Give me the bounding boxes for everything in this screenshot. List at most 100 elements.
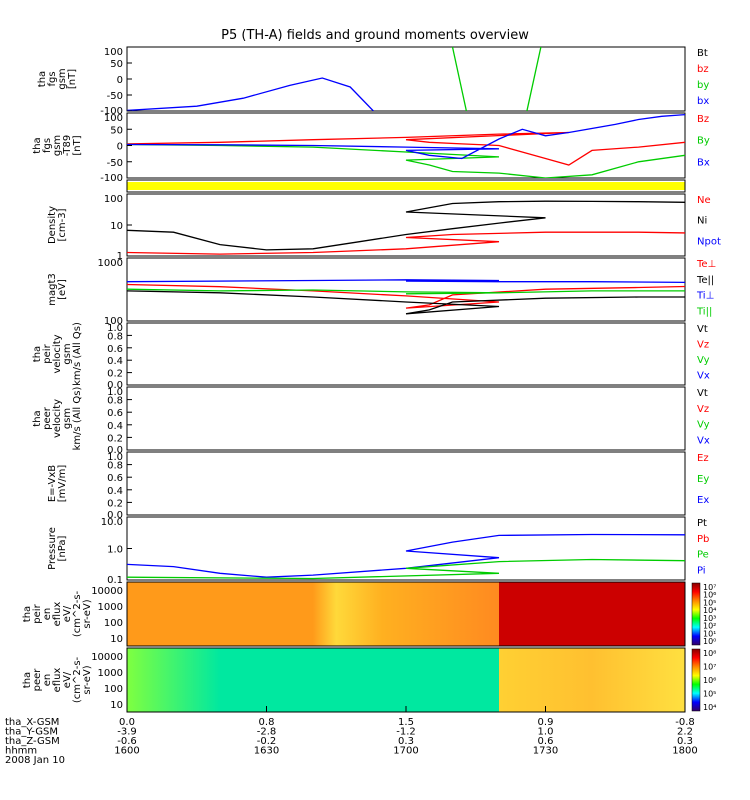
y-tick-label: 50	[110, 125, 123, 136]
panel-frame	[126, 386, 686, 451]
panel-flag	[126, 179, 686, 193]
legend-entry: Bz	[697, 114, 709, 125]
panel-efield: 1.00.80.6 0.40.20.0 E=-VxB [mV/m] Ez Ey Ex	[47, 451, 709, 521]
y-tick-label: 10000	[91, 586, 123, 597]
panel-temperature: 1000 100 magt3 [eV] Te⊥ Te|| Ti⊥ Ti||	[47, 257, 716, 327]
series-line	[127, 141, 685, 178]
legend-entry: bz	[697, 64, 709, 75]
colorbar-tick-label: 10⁴	[703, 703, 716, 712]
panel-ylabel: peer	[32, 668, 43, 692]
ephemeris-value: -2.8	[257, 727, 277, 738]
y-tick-label: 0.4	[107, 486, 123, 497]
legend-entry: Ti⊥	[696, 291, 714, 302]
legend-entry: By	[697, 136, 710, 147]
y-tick-label: 0.6	[107, 408, 123, 419]
flag-bar	[127, 182, 685, 190]
ephemeris-value: 0.3	[398, 736, 414, 747]
panel-ylabel: [nT]	[67, 69, 78, 89]
date-label: 2008 Jan 10	[5, 755, 65, 766]
panel-pressure: 10.0 1.0 0.1 Pressure [nPa] Pt Pb Pe Pi	[47, 516, 709, 586]
panel-ylabel: -T89	[62, 135, 73, 157]
colorbar-tick-label: 10¹	[703, 629, 716, 638]
panel-ylabel: sr-eV)	[82, 665, 93, 694]
y-tick-label: 0.1	[107, 575, 123, 586]
panel-ylabel: Pressure	[47, 527, 58, 570]
panel-ylabel: fgs	[47, 71, 58, 86]
y-tick-label: 0.6	[107, 344, 123, 355]
panel-ylabel: velocity	[52, 334, 63, 373]
y-tick-label: 0.6	[107, 473, 123, 484]
ephemeris-value: -0.6	[117, 736, 137, 747]
y-tick-label: -100	[100, 106, 123, 117]
panel-ylabel: tha	[22, 606, 33, 622]
y-tick-label: 0.2	[107, 433, 123, 444]
spectrogram-peir_en_eflux: 10000 1000 100 10 tha peir en eflux eV/(cm^2-s-s…	[22, 581, 716, 647]
ephemeris-value: 0.9	[538, 717, 554, 728]
panel-ylabel: en	[42, 674, 53, 687]
ephemeris-value: 1.5	[398, 717, 414, 728]
y-tick-label: 1.0	[107, 387, 123, 398]
panel-ylabel: E=-VxB	[47, 465, 58, 502]
y-tick-label: 100	[104, 194, 123, 205]
spectrogram-image	[127, 582, 685, 646]
colorbar-tick-label: 10⁶	[703, 591, 716, 600]
panel-ylabel: tha	[32, 346, 43, 362]
panel-ylabel: tha	[22, 672, 33, 688]
y-tick-label: 100	[104, 47, 123, 58]
legend-entry: Pe	[697, 550, 709, 561]
panel-ylabel: fgs	[42, 138, 53, 153]
y-tick-label: 1000	[98, 258, 123, 269]
legend-entry: Vt	[697, 388, 708, 399]
panel-ylabel: tha	[32, 137, 43, 153]
colorbar	[691, 582, 701, 646]
legend-entry: Ni	[697, 216, 707, 227]
y-tick-label: 10	[110, 634, 123, 645]
panel-frame	[126, 581, 686, 647]
series-line	[127, 279, 685, 284]
legend-entry: Te⊥	[696, 259, 716, 270]
panel-ylabel: gsm	[62, 408, 73, 429]
legend-entry: Pt	[697, 518, 707, 529]
panel-frame	[126, 193, 686, 257]
panel-ylabel: tha	[32, 410, 43, 426]
legend-entry: Bt	[697, 48, 708, 59]
panel-frame	[126, 179, 686, 193]
series-line	[526, 47, 542, 111]
panel-ylabel: gsm	[57, 68, 68, 89]
ephemeris-label: tha_Z-GSM	[5, 736, 60, 747]
panel-ylabel: km/s (All Qs)	[72, 322, 83, 386]
legend-entry: Te||	[696, 275, 714, 286]
series-line	[127, 131, 685, 166]
ephemeris-value: 1800	[672, 746, 697, 757]
ephemeris-value: 1630	[254, 746, 279, 757]
ephemeris-value: 1730	[533, 746, 558, 757]
panel-frame	[126, 516, 686, 581]
series-line	[451, 47, 468, 111]
page-title: P5 (TH-A) fields and ground moments over…	[221, 28, 529, 43]
panel-density: 100 10 1 Density [cm-3] Ne Ni Npot	[47, 193, 721, 262]
series-line	[127, 77, 374, 111]
colorbar-tick-label: 10⁸	[703, 649, 716, 658]
y-tick-label: -100	[100, 173, 123, 184]
ephemeris-value: -3.9	[117, 727, 137, 738]
y-tick-label: 100	[104, 618, 123, 629]
y-tick-label: 0.0	[107, 510, 123, 521]
y-tick-label: 0.8	[107, 331, 123, 342]
series-line	[127, 113, 685, 160]
panel-ylabel: eflux	[52, 668, 63, 693]
series-line	[127, 558, 685, 580]
y-tick-label: 50	[110, 59, 123, 70]
panel-ylabel: eV/	[62, 605, 73, 622]
legend-entry: Ex	[697, 495, 709, 506]
panel-ylabel: velocity	[52, 399, 63, 438]
ephemeris-value: 0.3	[677, 736, 693, 747]
y-tick-label: -50	[107, 91, 123, 102]
y-tick-label: 0.4	[107, 356, 123, 367]
y-tick-label: 0.0	[107, 445, 123, 456]
ephemeris-value: -1.2	[396, 727, 416, 738]
ephemeris-value: 0.6	[538, 736, 554, 747]
y-tick-label: 0.4	[107, 421, 123, 432]
legend-entry: bx	[697, 96, 709, 107]
ephemeris-value: 1700	[393, 746, 418, 757]
